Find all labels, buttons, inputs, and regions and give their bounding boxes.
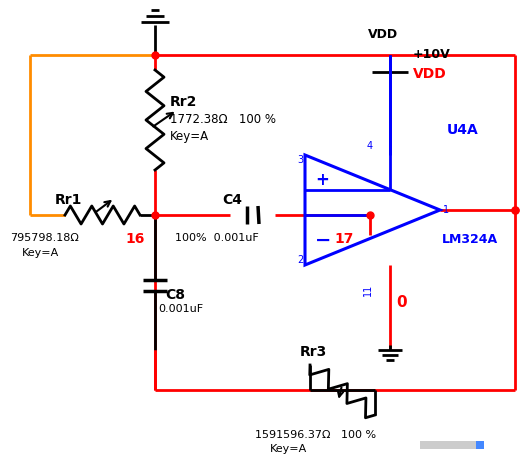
Text: LM324A: LM324A: [442, 233, 498, 246]
Bar: [476, 441, 484, 449]
Text: Key=A: Key=A: [170, 130, 209, 143]
Text: 11: 11: [363, 284, 373, 296]
Text: 3: 3: [297, 155, 303, 165]
Text: 0: 0: [396, 295, 406, 310]
Text: 1591596.37Ω   100 %: 1591596.37Ω 100 %: [255, 430, 376, 440]
Text: C4: C4: [222, 193, 242, 207]
Text: 1: 1: [443, 205, 449, 215]
Text: 100%  0.001uF: 100% 0.001uF: [175, 233, 259, 243]
Text: Rr1: Rr1: [55, 193, 82, 207]
Text: 0.001uF: 0.001uF: [158, 304, 203, 314]
Text: +: +: [315, 171, 329, 189]
Text: U4A: U4A: [447, 123, 479, 137]
Text: −: −: [315, 231, 331, 250]
Text: 1772.38Ω   100 %: 1772.38Ω 100 %: [170, 113, 276, 126]
Text: 17: 17: [335, 232, 354, 246]
Text: VDD: VDD: [413, 67, 447, 81]
Text: Rr3: Rr3: [300, 345, 327, 359]
Text: 2: 2: [297, 255, 303, 265]
Text: 4: 4: [367, 141, 373, 151]
Bar: [420, 441, 480, 449]
Text: C8: C8: [165, 288, 185, 302]
Text: VDD: VDD: [368, 28, 398, 41]
Text: Key=A: Key=A: [22, 248, 59, 258]
Text: Key=A: Key=A: [270, 444, 307, 454]
Text: Rr2: Rr2: [170, 95, 197, 109]
Text: 795798.18Ω: 795798.18Ω: [10, 233, 79, 243]
Text: 16: 16: [126, 232, 145, 246]
Text: +10V: +10V: [413, 48, 451, 61]
